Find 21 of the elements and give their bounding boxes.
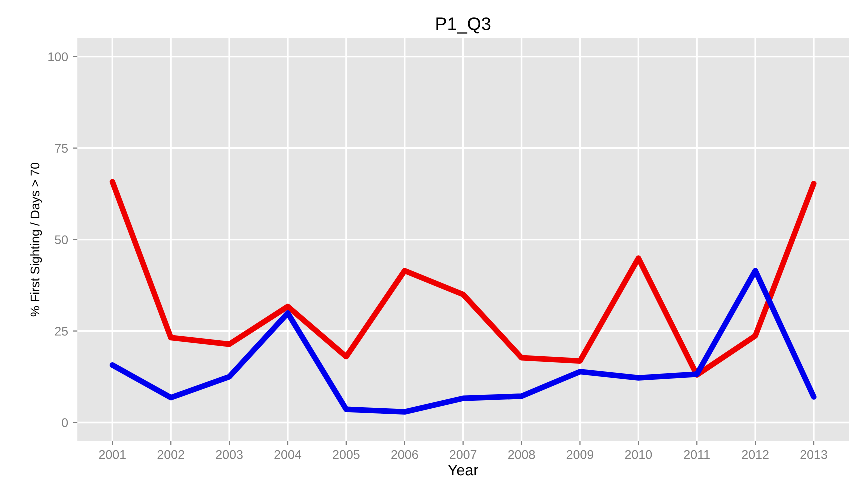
x-axis-title: Year [448, 465, 479, 476]
y-axis-title: % First Sighting / Days > 70 [30, 162, 42, 317]
y-tick-label: 25 [55, 327, 68, 336]
x-tick-label: 2012 [742, 450, 769, 460]
x-tick-label: 2009 [566, 450, 594, 460]
x-tick-label: 2006 [392, 450, 418, 460]
x-tick-label: 2011 [684, 450, 710, 460]
chart-title: P1_Q3 [436, 18, 491, 34]
x-tick-label: 2002 [158, 450, 184, 460]
x-tick-label: 2003 [216, 450, 243, 460]
x-tick-label: 2013 [800, 450, 828, 460]
y-tick-label: 100 [48, 52, 68, 62]
x-tick-label: 2005 [333, 450, 360, 460]
y-tick-label: 0 [62, 418, 68, 428]
y-tick-label: 50 [55, 236, 68, 244]
x-tick-label: 2010 [625, 450, 652, 460]
y-tick-label: 75 [55, 144, 68, 153]
x-tick-label: 2008 [508, 450, 536, 460]
x-tick-label: 2004 [274, 450, 302, 460]
x-tick-label: 2007 [450, 450, 477, 460]
x-tick-label: 2001 [99, 450, 126, 460]
